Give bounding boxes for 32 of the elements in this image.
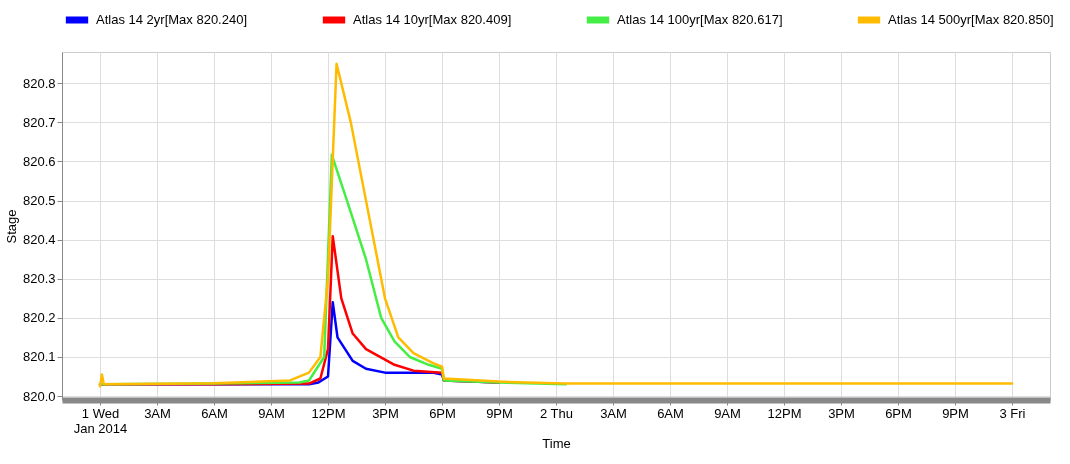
y-tick-label: 820.0 xyxy=(22,388,56,404)
x-tick-label: 6PM xyxy=(885,405,912,421)
legend-label: Atlas 14 10yr[Max 820.409] xyxy=(353,12,512,27)
x-tick-label: 6AM xyxy=(201,405,228,421)
x-tick-label: 6AM xyxy=(657,405,684,421)
x-tick-label: 9PM xyxy=(486,405,513,421)
x-tick-label: 1 Wed Jan 2014 xyxy=(73,405,128,436)
x-tick-label: 9PM xyxy=(942,405,969,421)
legend-label: Atlas 14 2yr[Max 820.240] xyxy=(96,12,248,27)
x-tick-label: 3AM xyxy=(144,405,171,421)
x-tick-label: 3PM xyxy=(828,405,855,421)
y-tick-label: 820.1 xyxy=(22,349,56,365)
y-tick-label: 820.5 xyxy=(22,193,56,209)
legend-label: Atlas 14 100yr[Max 820.617] xyxy=(617,12,783,27)
x-tick-label: 2 Thu xyxy=(539,405,574,421)
legend-label: Atlas 14 500yr[Max 820.850] xyxy=(888,12,1054,27)
x-tick-label: 3PM xyxy=(372,405,399,421)
y-tick-label: 820.6 xyxy=(22,153,56,169)
x-tick-label: 3 Fri xyxy=(999,405,1026,421)
x-tick-label: 12PM xyxy=(767,405,802,421)
x-tick-label: 9AM xyxy=(258,405,285,421)
x-tick-label: 6PM xyxy=(429,405,456,421)
y-tick-label: 820.3 xyxy=(22,271,56,287)
x-tick-label: 12PM xyxy=(311,405,346,421)
y-tick-label: 820.8 xyxy=(22,75,56,91)
x-axis-title: Time xyxy=(542,435,571,451)
y-tick-label: 820.7 xyxy=(22,114,56,130)
y-tick-label: 820.2 xyxy=(22,310,56,326)
x-tick-label: 9AM xyxy=(714,405,741,421)
x-tick-label: 3AM xyxy=(600,405,627,421)
y-tick-label: 820.4 xyxy=(22,232,56,248)
y-axis-title: Stage xyxy=(3,209,19,244)
